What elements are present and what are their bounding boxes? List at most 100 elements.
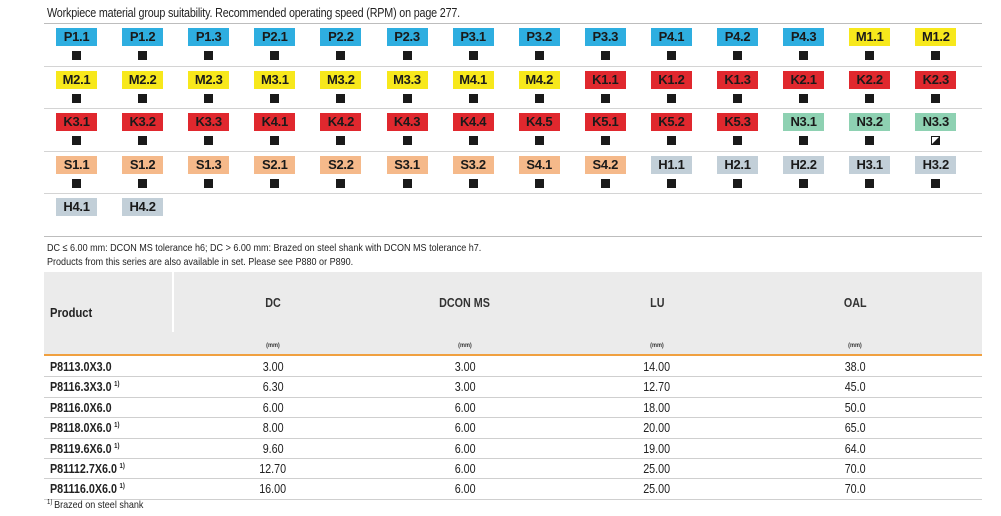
material-group-badge: M4.1: [452, 70, 494, 89]
material-cell: S4.2: [573, 152, 641, 193]
column-header-lu: LU: [649, 296, 665, 310]
suitability-icon: [865, 93, 875, 103]
material-cell: P2.2: [308, 24, 376, 65]
material-cell: P2.1: [242, 24, 310, 65]
suitability-icon: [733, 136, 742, 145]
product-code: P8118.0X6.0 1): [50, 421, 120, 436]
material-cell: K4.2: [308, 109, 376, 150]
column-header-dc: DC: [265, 296, 281, 310]
suitability-icon: [336, 178, 346, 188]
suitability-icon: [402, 136, 412, 145]
table-cell: 6.00: [454, 482, 476, 497]
material-cell: K4.3: [375, 109, 443, 150]
material-cell: S1.2: [110, 152, 178, 193]
unit-label: (mm): [266, 342, 280, 349]
material-cell: K5.3: [705, 109, 773, 150]
material-cell: K1.1: [573, 67, 641, 108]
material-group-badge: M2.3: [188, 70, 230, 89]
material-group-badge: P1.3: [188, 28, 230, 46]
material-cell: K3.1: [44, 109, 112, 150]
material-group-badge: N3.1: [783, 113, 825, 131]
material-cell: S3.1: [375, 152, 443, 193]
material-cell: P3.3: [573, 24, 641, 65]
table-cell: 70.0: [844, 461, 866, 476]
suitability-icon: [72, 93, 81, 103]
material-cell: P4.3: [771, 24, 839, 65]
material-cell: K5.1: [573, 109, 641, 150]
suitability-icon: [270, 93, 280, 103]
suitability-icon: [402, 93, 412, 103]
material-group-badge: H1.1: [650, 155, 692, 174]
table-cell: 3.00: [454, 380, 476, 395]
suitability-icon: [138, 178, 148, 188]
material-cell: K3.3: [176, 109, 244, 150]
material-cell: K2.2: [837, 67, 905, 108]
footnote-marker: 1): [119, 483, 125, 491]
suitability-icon: [468, 93, 478, 103]
table-cell: 18.00: [643, 400, 671, 415]
table-cell: 50.0: [844, 400, 866, 415]
material-group-badge: M3.2: [320, 70, 362, 89]
suitability-icon: [468, 51, 478, 60]
material-group-badge: N3.3: [915, 113, 957, 131]
material-group-badge: K5.3: [717, 113, 758, 131]
material-group-badge: M4.2: [518, 70, 560, 89]
suitability-icon: [72, 178, 81, 188]
table-header: Product DC DCON MS LU OAL (mm) (mm) (mm)…: [44, 272, 982, 354]
material-cell: K4.5: [507, 109, 575, 150]
suitability-icon: [138, 136, 148, 145]
material-group-badge: K3.2: [122, 113, 164, 131]
suitability-icon: [72, 136, 81, 145]
suitability-icon: [733, 93, 742, 103]
material-cell: H4.2: [110, 194, 178, 235]
table-cell: 8.00: [262, 421, 284, 436]
product-column-header: Product: [50, 305, 93, 320]
suitability-icon: [666, 93, 676, 103]
product-code: P81116.0X6.0 1): [50, 482, 125, 497]
suitability-icon: [402, 178, 412, 188]
material-group-badge: S3.2: [452, 155, 494, 174]
footnote-marker: 1): [114, 381, 120, 389]
footnote-marker: 1): [114, 442, 120, 450]
material-group-badge: M2.2: [122, 70, 164, 89]
material-cell: P1.1: [44, 24, 112, 65]
material-row: K3.1 K3.2 K3.3 K4.1 K4.2 K4.3 K4.4 K4.5 K5.1 K5.2…: [44, 109, 982, 152]
table-cell: 6.00: [454, 400, 476, 415]
suitability-icon: [204, 51, 214, 60]
material-group-badge: K1.1: [584, 70, 626, 89]
product-code: P8116.0X6.0: [50, 400, 112, 415]
suitability-icon: [865, 51, 875, 60]
table-cell: 6.30: [262, 380, 284, 395]
material-cell: M2.1: [44, 67, 112, 108]
material-cell: M4.1: [441, 67, 509, 108]
material-group-badge: M3.1: [254, 70, 296, 89]
table-cell: 9.60: [262, 441, 284, 456]
suitability-icon: [666, 178, 676, 188]
material-cell: P2.3: [375, 24, 443, 65]
table-row: P8119.6X6.0 1) 9.60 6.00 19.00 64.0: [44, 439, 982, 459]
tolerance-note: DC ≤ 6.00 mm: DCON MS tolerance h6; DC >…: [47, 242, 482, 254]
table-cell: 6.00: [454, 421, 476, 436]
material-group-badge: H4.1: [56, 198, 97, 216]
suitability-icon: [600, 178, 610, 188]
suitability-icon: [204, 136, 214, 145]
suitability-icon: [534, 178, 544, 188]
material-group-badge: H3.1: [849, 155, 891, 174]
material-group-badge: P2.1: [254, 28, 296, 46]
material-cell: S4.1: [507, 152, 575, 193]
table-cell: 6.00: [454, 441, 476, 456]
material-cell: P4.1: [639, 24, 707, 65]
table-cell: 20.00: [643, 421, 671, 436]
table-cell: 3.00: [454, 360, 476, 374]
column-header-dcon-ms: DCON MS: [439, 296, 491, 310]
suitability-icon: [336, 136, 346, 145]
material-cell: M4.2: [507, 67, 575, 108]
suitability-icon: [600, 136, 610, 145]
table-cell: 45.0: [844, 380, 866, 395]
suitability-icon: [600, 51, 610, 60]
material-cell: S3.2: [441, 152, 509, 193]
material-group-badge: S1.2: [122, 155, 164, 174]
suitability-icon: [931, 178, 941, 188]
material-group-badge: K5.2: [650, 113, 692, 131]
material-group-badge: P3.3: [584, 28, 626, 46]
